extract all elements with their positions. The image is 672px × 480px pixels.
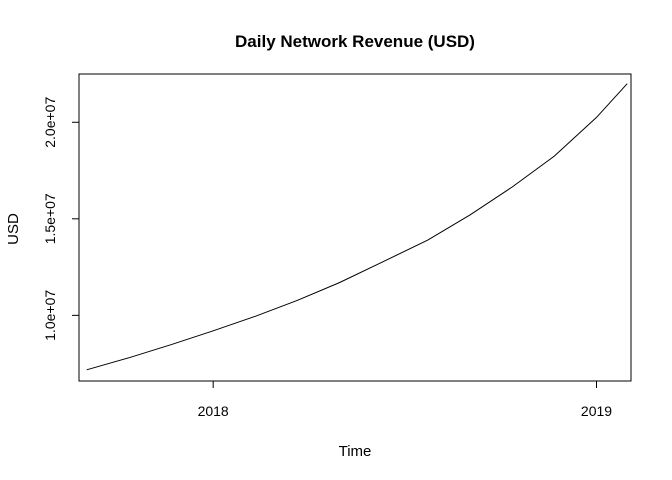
x-axis: 2018 2019 [198,380,612,419]
x-axis-label: Time [339,443,372,460]
y-tick-label: 1.5e+07 [42,193,58,244]
x-tick-label: 2018 [198,403,229,419]
y-axis: 1.0e+07 1.5e+07 2.0e+07 [42,97,80,341]
chart-title: Daily Network Revenue (USD) [235,32,475,51]
series-layer [86,83,628,371]
x-tick-label: 2019 [581,403,612,419]
y-axis-label: USD [5,213,22,245]
y-tick-label: 1.0e+07 [42,290,58,341]
plot-frame [78,73,632,382]
series-line [86,83,628,371]
y-tick-label: 2.0e+07 [42,97,58,148]
